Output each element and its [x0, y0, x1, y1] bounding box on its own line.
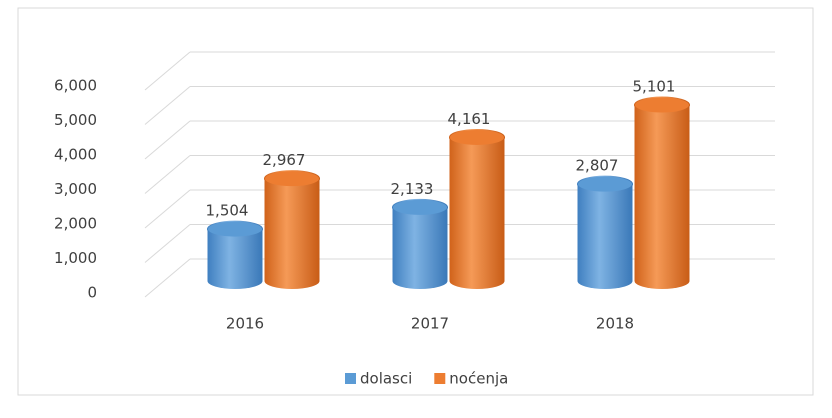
y-tick-label: 3,000: [54, 180, 97, 198]
y-tick-label: 2,000: [54, 215, 97, 233]
x-tick-label: 2018: [596, 315, 634, 333]
data-label: 4,161: [448, 110, 491, 128]
data-label: 5,101: [633, 78, 676, 96]
bar-top: [634, 96, 690, 114]
bar-top: [577, 175, 633, 193]
bar-top: [392, 198, 448, 216]
grid-line-side: [144, 120, 191, 160]
legend-label: noćenja: [449, 370, 508, 388]
legend-label: dolasci: [360, 370, 412, 388]
grid-line-side: [144, 189, 191, 229]
data-label: 2,967: [263, 151, 306, 169]
bar: [207, 229, 263, 289]
bar-top: [449, 128, 505, 146]
bar: [264, 178, 320, 289]
bar: [392, 207, 448, 289]
legend-swatch: [434, 373, 446, 384]
y-tick-label: 0: [87, 284, 97, 302]
y-tick-label: 1,000: [54, 249, 97, 267]
bar-top: [264, 170, 320, 188]
grid-line-side: [144, 86, 191, 125]
grid-line-side: [144, 51, 191, 91]
bar: [634, 105, 690, 289]
bar: [449, 137, 505, 289]
y-tick-label: 4,000: [54, 146, 97, 164]
grid-line-side: [144, 224, 191, 263]
grid-line-side: [144, 155, 191, 194]
legend-swatch: [345, 373, 356, 384]
y-tick-label: 5,000: [54, 111, 97, 129]
data-label: 2,133: [391, 180, 434, 198]
y-tick-label: 6,000: [54, 77, 97, 95]
bar: [577, 184, 633, 289]
data-label: 1,504: [206, 202, 249, 220]
bar-top: [207, 220, 263, 238]
grid-line-side: [144, 258, 191, 298]
x-tick-label: 2016: [226, 315, 264, 333]
data-label: 2,807: [576, 157, 619, 175]
x-tick-label: 2017: [411, 315, 449, 333]
